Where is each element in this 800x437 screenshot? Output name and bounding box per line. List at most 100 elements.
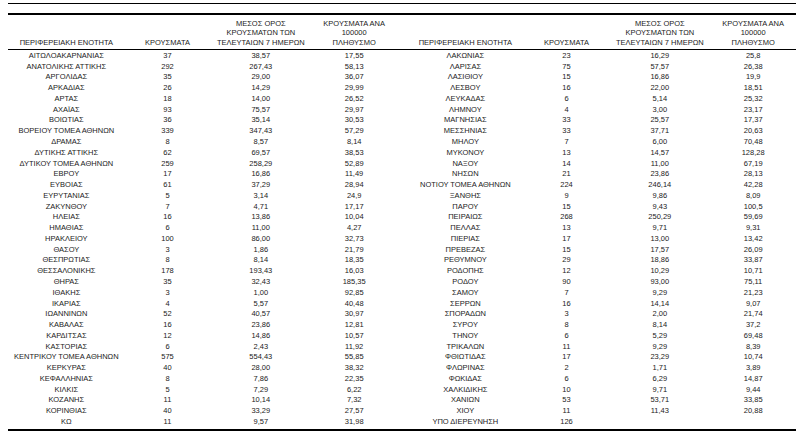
region-cell: ΦΛΩΡΙΝΑΣ <box>407 363 524 374</box>
table-row: ΚΑΒΑΛΑΣ1623,8612,81 <box>8 320 397 331</box>
left-table-rows: ΑΙΤΩΛΟΑΚΑΡΝΑΝΙΑΣ3738,5717,55ΑΝΑΤΟΛΙΚΗΣ Α… <box>8 51 397 428</box>
region-cell: ΣΕΡΡΩΝ <box>407 299 524 310</box>
right-table-rows: ΛΑΚΩΝΙΑΣ2316,2925,8ΛΑΡΙΣΑΣ7557,5726,38ΛΑ… <box>407 51 796 428</box>
region-cell: ΚΙΛΚΙΣ <box>8 385 125 396</box>
region-cell: ΛΗΜΝΟΥ <box>407 105 524 116</box>
cases-cell: 33 <box>524 126 610 137</box>
avg7-cell: 258,29 <box>210 159 311 170</box>
per100k-cell: 17,55 <box>311 51 397 62</box>
per100k-cell: 16,03 <box>311 266 397 277</box>
avg7-cell: 16,29 <box>609 51 710 62</box>
cases-cell: 8 <box>125 137 211 148</box>
per100k-cell: 20,63 <box>710 126 796 137</box>
region-cell: ΜΕΣΣΗΝΙΑΣ <box>407 126 524 137</box>
region-cell: ΝΑΞΟΥ <box>407 159 524 170</box>
avg7-cell: 1,86 <box>210 245 311 256</box>
region-cell: ΗΜΑΘΙΑΣ <box>8 223 125 234</box>
avg7-cell: 13,86 <box>210 212 311 223</box>
table-row: ΡΟΔΟΠΗΣ1210,2910,71 <box>407 266 796 277</box>
table-row: ΣΠΟΡΑΔΩΝ32,0021,74 <box>407 309 796 320</box>
cases-cell: 93 <box>125 105 211 116</box>
avg7-cell: 8,14 <box>609 320 710 331</box>
cases-cell: 6 <box>125 223 211 234</box>
table-row: ΛΑΚΩΝΙΑΣ2316,2925,8 <box>407 51 796 62</box>
cases-cell: 4 <box>524 105 610 116</box>
per100k-cell: 33,85 <box>710 395 796 406</box>
table-row: ΦΩΚΙΔΑΣ66,2914,87 <box>407 374 796 385</box>
avg7-cell: 37,29 <box>210 180 311 191</box>
cases-cell: 40 <box>125 406 211 417</box>
table-row: ΑΡΚΑΔΙΑΣ2614,2929,99 <box>8 83 397 94</box>
region-cell: ΕΥΒΟΙΑΣ <box>8 180 125 191</box>
region-cell: ΛΑΚΩΝΙΑΣ <box>407 51 524 62</box>
table-row: ΔΡΑΜΑΣ88,578,14 <box>8 137 397 148</box>
region-cell: ΧΑΝΙΩΝ <box>407 395 524 406</box>
per100k-cell: 9,07 <box>710 299 796 310</box>
per100k-cell: 42,28 <box>710 180 796 191</box>
cases-cell: 8 <box>125 374 211 385</box>
table-row: ΠΙΕΡΙΑΣ1713,0013,42 <box>407 234 796 245</box>
region-cell: ΕΒΡΟΥ <box>8 169 125 180</box>
region-cell: ΡΟΔΟΠΗΣ <box>407 266 524 277</box>
table-row: ΚΕΝΤΡΙΚΟΥ ΤΟΜΕΑ ΑΘΗΝΩΝ575554,4355,85 <box>8 352 397 363</box>
region-cell: ΑΡΓΟΛΙΔΑΣ <box>8 72 125 83</box>
per100k-cell: 40,48 <box>311 299 397 310</box>
per100k-cell: 128,28 <box>710 148 796 159</box>
per100k-cell: 10,57 <box>311 331 397 342</box>
cases-cell: 8 <box>125 255 211 266</box>
region-cell: ΘΕΣΠΡΩΤΙΑΣ <box>8 255 125 266</box>
region-cell: ΠΙΕΡΙΑΣ <box>407 234 524 245</box>
cases-cell: 13 <box>524 223 610 234</box>
avg7-cell: 22,00 <box>609 83 710 94</box>
cases-cell: 11 <box>125 395 211 406</box>
cases-cell: 36 <box>125 115 211 126</box>
region-cell: ΕΥΡΥΤΑΝΙΑΣ <box>8 191 125 202</box>
per100k-cell: 19,9 <box>710 72 796 83</box>
per100k-cell: 36,07 <box>311 72 397 83</box>
table-row: ΤΡΙΚΑΛΩΝ119,298,39 <box>407 342 796 353</box>
avg7-cell: 9,71 <box>609 385 710 396</box>
per100k-cell: 10,71 <box>710 266 796 277</box>
per100k-cell: 26,38 <box>710 62 796 73</box>
per100k-cell: 8,14 <box>311 137 397 148</box>
cases-cell: 61 <box>125 180 211 191</box>
per100k-cell: 12,81 <box>311 320 397 331</box>
cases-cell: 259 <box>125 159 211 170</box>
per100k-cell: 25,32 <box>710 94 796 105</box>
avg7-cell: 8,14 <box>210 255 311 266</box>
table-row: ΚΩ119,5731,98 <box>8 417 397 428</box>
avg7-cell: 86,00 <box>210 234 311 245</box>
table-row: ΣΥΡΟΥ88,1437,2 <box>407 320 796 331</box>
table-header-band: ΠΕΡΙΦΕΡΕΙΑΚΗ ΕΝΟΤΗΤΑ ΚΡΟΥΣΜΑΤΑ ΜΕΣΟΣ ΟΡΟ… <box>8 15 796 50</box>
per100k-cell: 22,35 <box>311 374 397 385</box>
avg7-cell: 3,14 <box>210 191 311 202</box>
avg7-cell: 267,43 <box>210 62 311 73</box>
avg7-cell: 29,00 <box>210 72 311 83</box>
table-row: ΦΛΩΡΙΝΑΣ21,713,89 <box>407 363 796 374</box>
table-rows-band: ΑΙΤΩΛΟΑΚΑΡΝΑΝΙΑΣ3738,5717,55ΑΝΑΤΟΛΙΚΗΣ Α… <box>8 50 796 428</box>
avg7-cell: 7,86 <box>210 374 311 385</box>
region-cell: ΜΥΚΟΝΟΥ <box>407 148 524 159</box>
per100k-cell: 17,17 <box>311 202 397 213</box>
avg7-cell: 28,00 <box>210 363 311 374</box>
avg7-cell: 193,43 <box>210 266 311 277</box>
cases-cell: 16 <box>524 299 610 310</box>
table-row: ΗΡΑΚΛΕΙΟΥ10086,0032,73 <box>8 234 397 245</box>
region-cell: ΚΕΦΑΛΛΗΝΙΑΣ <box>8 374 125 385</box>
region-cell: ΑΝΑΤΟΛΙΚΗΣ ΑΤΤΙΚΗΣ <box>8 62 125 73</box>
avg7-cell: 53,71 <box>609 395 710 406</box>
region-cell: ΧΑΛΚΙΔΙΚΗΣ <box>407 385 524 396</box>
cases-cell: 8 <box>524 320 610 331</box>
table-row: ΗΜΑΘΙΑΣ611,004,27 <box>8 223 397 234</box>
per100k-cell: 18,35 <box>311 255 397 266</box>
cases-cell: 75 <box>524 62 610 73</box>
cases-cell: 100 <box>125 234 211 245</box>
per100k-cell: 26,09 <box>710 245 796 256</box>
cases-cell: 15 <box>524 202 610 213</box>
table-row: ΑΝΑΤΟΛΙΚΗΣ ΑΤΤΙΚΗΣ292267,4358,13 <box>8 62 397 73</box>
cases-cell: 9 <box>524 191 610 202</box>
per100k-cell: 21,74 <box>710 309 796 320</box>
col-header-region: ΠΕΡΙΦΕΡΕΙΑΚΗ ΕΝΟΤΗΤΑ <box>8 38 125 47</box>
per100k-cell: 23,17 <box>710 105 796 116</box>
region-cell: ΤΗΝΟΥ <box>407 331 524 342</box>
